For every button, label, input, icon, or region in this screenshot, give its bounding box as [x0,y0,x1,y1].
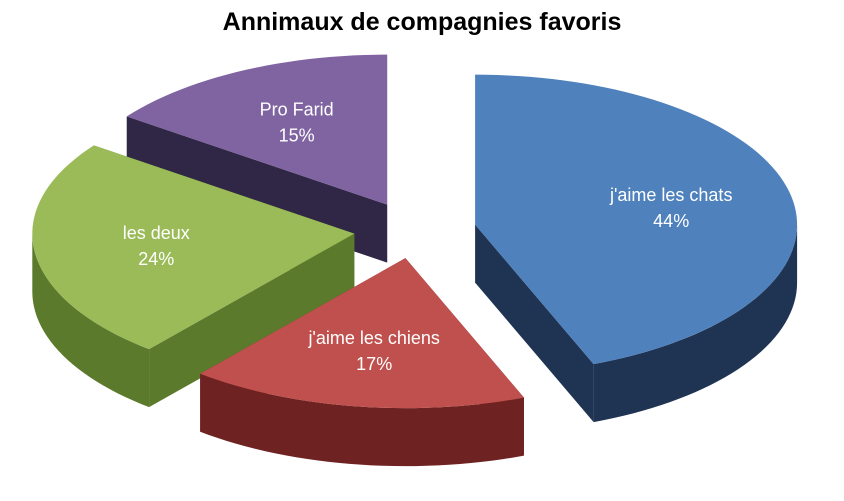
pie-slice-wall-j-aime-les-chats-1 [475,224,594,423]
pie-slice-tops [32,54,798,409]
pie-slice-side-j-aime-les-chiens-0 [200,373,524,467]
pie-value-pro-farid: 15% [279,126,315,146]
pie-label-les-deux: les deux [123,223,190,243]
pie-slice-wall-les-deux-0 [149,233,355,408]
pie-slice-j-aime-les-chiens [200,258,524,409]
pie-label-j-aime-les-chats: j'aime les chats [609,185,732,205]
pie-value-j-aime-les-chats: 44% [653,211,689,231]
pie-slice-les-deux [32,145,355,350]
pie-value-les-deux: 24% [138,249,174,269]
chart-title: Annimaux de compagnies favoris [222,8,622,36]
pie-label-j-aime-les-chiens: j'aime les chiens [307,328,440,348]
pie-slice-j-aime-les-chats [475,74,798,365]
pie-value-j-aime-les-chiens: 17% [356,354,392,374]
pie-slice-side-j-aime-les-chats-0 [593,224,798,423]
pie-slice-pro-farid [126,54,388,205]
pie-slice-labels: Pro Farid 15% j'aime les chats 44% les deux 2… [123,100,733,374]
pie-slice-side-les-deux-0 [32,233,150,408]
pie-label-pro-farid: Pro Farid [260,100,334,120]
